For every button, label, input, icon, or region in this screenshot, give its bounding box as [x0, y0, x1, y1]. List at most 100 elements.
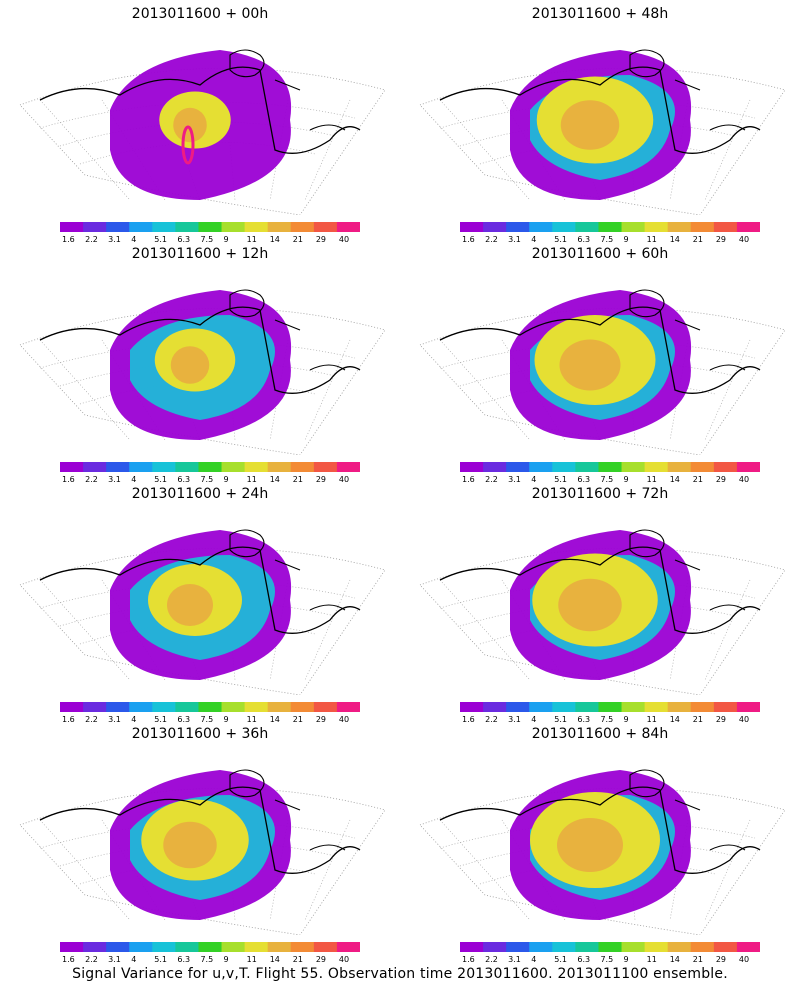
- coastline: [229, 769, 346, 851]
- map-panel-12h: 2013011600 + 12h 1.6 2.2 3.1 4 5.1 6.3 7.5 9 11 14…: [0, 240, 400, 484]
- colorbar-label: 3.1: [508, 475, 521, 484]
- variance-field-peak: [560, 100, 620, 150]
- colorbar-swatch: [644, 942, 669, 952]
- colorbar-swatch: [575, 462, 599, 472]
- colorbar-swatch: [313, 942, 338, 952]
- colorbar-label: 21: [693, 715, 703, 724]
- colorbar-label: 11: [647, 475, 657, 484]
- colorbar-swatch: [336, 462, 360, 472]
- figure-caption: Signal Variance for u,v,T. Flight 55. Ob…: [72, 966, 728, 982]
- colorbar-swatch: [106, 702, 130, 712]
- graticule-line: [39, 101, 356, 129]
- coastline: [39, 786, 361, 874]
- graticule-line: [439, 341, 756, 369]
- colorbar-swatch: [152, 222, 176, 232]
- colorbar-label: 21: [693, 955, 703, 964]
- colorbar-label: 1.6: [462, 955, 475, 964]
- graticule-line: [269, 99, 289, 201]
- colorbar-label: 2.2: [485, 715, 498, 724]
- colorbar-label: 29: [316, 715, 326, 724]
- colorbar-label: 6.3: [177, 955, 190, 964]
- colorbar-label: 2.2: [85, 235, 98, 244]
- colorbar-label: 14: [670, 715, 680, 724]
- colorbar-swatch: [736, 942, 760, 952]
- coastline: [629, 49, 746, 131]
- colorbar-swatch: [552, 702, 576, 712]
- colorbar-swatch: [621, 462, 646, 472]
- colorbar-label: 5.1: [554, 235, 567, 244]
- graticule-line: [39, 341, 356, 369]
- colorbar-swatch: [267, 702, 292, 712]
- colorbar-label: 1.6: [462, 235, 475, 244]
- colorbar-label: 1.6: [62, 475, 75, 484]
- colorbar-swatch: [336, 222, 360, 232]
- variance-map: [19, 769, 386, 935]
- graticule-line: [704, 579, 751, 681]
- colorbar-swatch: [129, 462, 153, 472]
- colorbar-swatch: [598, 942, 623, 952]
- colorbar-swatch: [506, 942, 530, 952]
- colorbar-swatch: [60, 942, 84, 952]
- colorbar: 1.6 2.2 3.1 4 5.1 6.3 7.5 9 11 14 21 29 40: [460, 222, 760, 244]
- graticule-line: [439, 101, 756, 129]
- colorbar-label: 5.1: [554, 715, 567, 724]
- colorbar-swatch: [244, 462, 269, 472]
- colorbar-label: 11: [247, 955, 257, 964]
- colorbar-swatch: [267, 942, 292, 952]
- colorbar-label: 7.5: [600, 475, 613, 484]
- colorbar-label: 6.3: [177, 235, 190, 244]
- colorbar-label: 14: [270, 955, 280, 964]
- colorbar: 1.6 2.2 3.1 4 5.1 6.3 7.5 9 11 14 21 29 40: [60, 462, 360, 484]
- colorbar-label: 7.5: [200, 715, 213, 724]
- colorbar-label: 7.5: [600, 715, 613, 724]
- graticule-line: [704, 99, 751, 201]
- colorbar-label: 11: [247, 235, 257, 244]
- colorbar-label: 9: [224, 475, 229, 484]
- colorbar-swatch: [529, 942, 553, 952]
- coastline: [439, 546, 761, 634]
- colorbar-swatch: [221, 462, 246, 472]
- colorbar-swatch: [336, 702, 360, 712]
- map-panel-72h: 2013011600 + 72h 1.6 2.2 3.1 4 5.1 6.3 7.5 9 11 14…: [400, 480, 800, 724]
- colorbar-swatch: [290, 462, 315, 472]
- colorbar-label: 9: [624, 235, 629, 244]
- colorbar-swatch: [713, 462, 738, 472]
- colorbar-label: 3.1: [108, 475, 121, 484]
- colorbar-swatch: [175, 942, 199, 952]
- variance-map: [419, 769, 786, 935]
- colorbar-swatch: [460, 702, 484, 712]
- colorbar-swatch: [621, 702, 646, 712]
- coastline: [629, 529, 746, 611]
- map-panel-84h: 2013011600 + 84h 1.6 2.2 3.1 4 5.1 6.3 7.5 9 11 14…: [400, 720, 800, 964]
- colorbar-swatch: [83, 462, 107, 472]
- colorbar-label: 21: [293, 955, 303, 964]
- colorbar-label: 14: [670, 955, 680, 964]
- variance-map: [19, 289, 386, 455]
- panel-title: 2013011600 + 36h: [131, 726, 269, 742]
- coastline: [229, 529, 346, 611]
- colorbar-label: 40: [339, 715, 349, 724]
- map-panel-48h: 2013011600 + 48h 1.6 2.2 3.1 4 5.1 6.3 7.5 9 11 14…: [400, 0, 800, 244]
- colorbar: 1.6 2.2 3.1 4 5.1 6.3 7.5 9 11 14 21 29 40: [60, 222, 360, 244]
- colorbar: 1.6 2.2 3.1 4 5.1 6.3 7.5 9 11 14 21 29 40: [460, 702, 760, 724]
- colorbar-label: 9: [224, 235, 229, 244]
- colorbar-swatch: [60, 462, 84, 472]
- colorbar-label: 1.6: [62, 955, 75, 964]
- colorbar-label: 4: [131, 235, 136, 244]
- colorbar-swatch: [129, 222, 153, 232]
- colorbar-label: 2.2: [85, 955, 98, 964]
- colorbar-label: 1.6: [62, 715, 75, 724]
- colorbar-swatch: [667, 942, 692, 952]
- colorbar-label: 7.5: [600, 955, 613, 964]
- colorbar-swatch: [460, 222, 484, 232]
- variance-map: [419, 49, 786, 215]
- colorbar-label: 9: [624, 475, 629, 484]
- colorbar-label: 21: [293, 475, 303, 484]
- colorbar-swatch: [152, 702, 176, 712]
- colorbar-swatch: [460, 462, 484, 472]
- colorbar-label: 7.5: [200, 955, 213, 964]
- variance-field-peak: [170, 346, 210, 384]
- colorbar-label: 11: [647, 955, 657, 964]
- colorbar-label: 21: [693, 475, 703, 484]
- colorbar-swatch: [598, 222, 623, 232]
